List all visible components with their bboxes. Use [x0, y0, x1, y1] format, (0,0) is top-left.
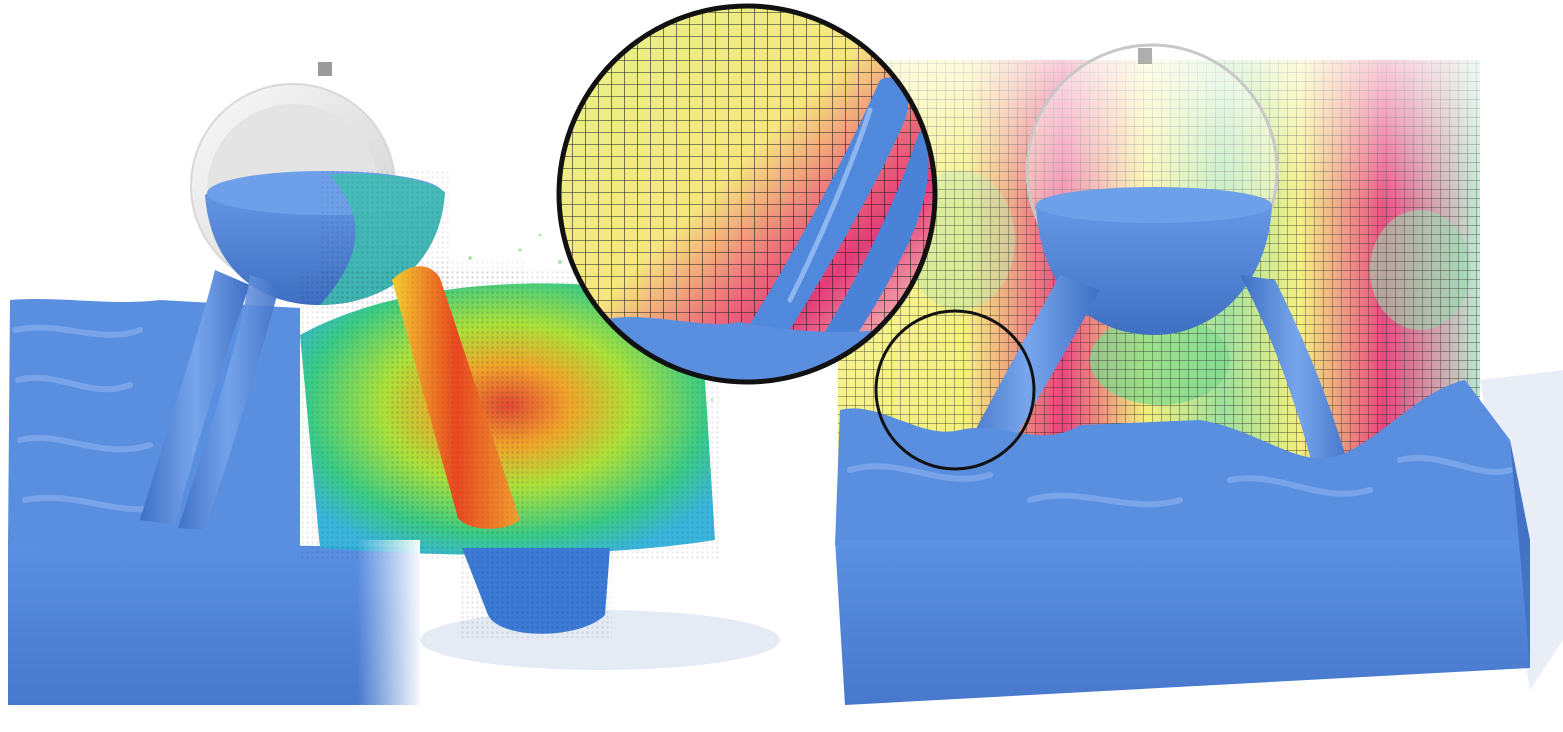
fluid-surface-ripples [12, 324, 173, 513]
container-notch-ghost [1138, 48, 1152, 64]
left-stream [140, 270, 250, 525]
grid-view-panel [835, 43, 1563, 705]
water-bowl-surface-right [1036, 187, 1272, 223]
zoom-stream-highlight [787, 107, 873, 303]
block-fade [280, 540, 420, 710]
right-panel-right-stream [1240, 275, 1355, 495]
particle-column-texture [460, 548, 612, 638]
zoom-stream-secondary [820, 130, 929, 345]
zoom-region-marker [874, 309, 1036, 471]
container-notch [318, 62, 332, 76]
fluid-block-front-right [835, 540, 1530, 705]
left-stream-2 [178, 275, 280, 530]
fluid-surface [8, 299, 300, 548]
zoom-inset-panel [556, 3, 938, 385]
fluid-surface-right [835, 380, 1530, 545]
zoom-stream-main [740, 77, 909, 340]
particle-jet-texture [390, 260, 525, 535]
zoom-inset-ring [556, 3, 938, 385]
fluid-block-side-right [1510, 440, 1530, 668]
fluid-surface-right-ripples [847, 454, 1513, 508]
right-panel-left-stream [955, 275, 1100, 475]
water-bowl-right [1036, 192, 1272, 335]
